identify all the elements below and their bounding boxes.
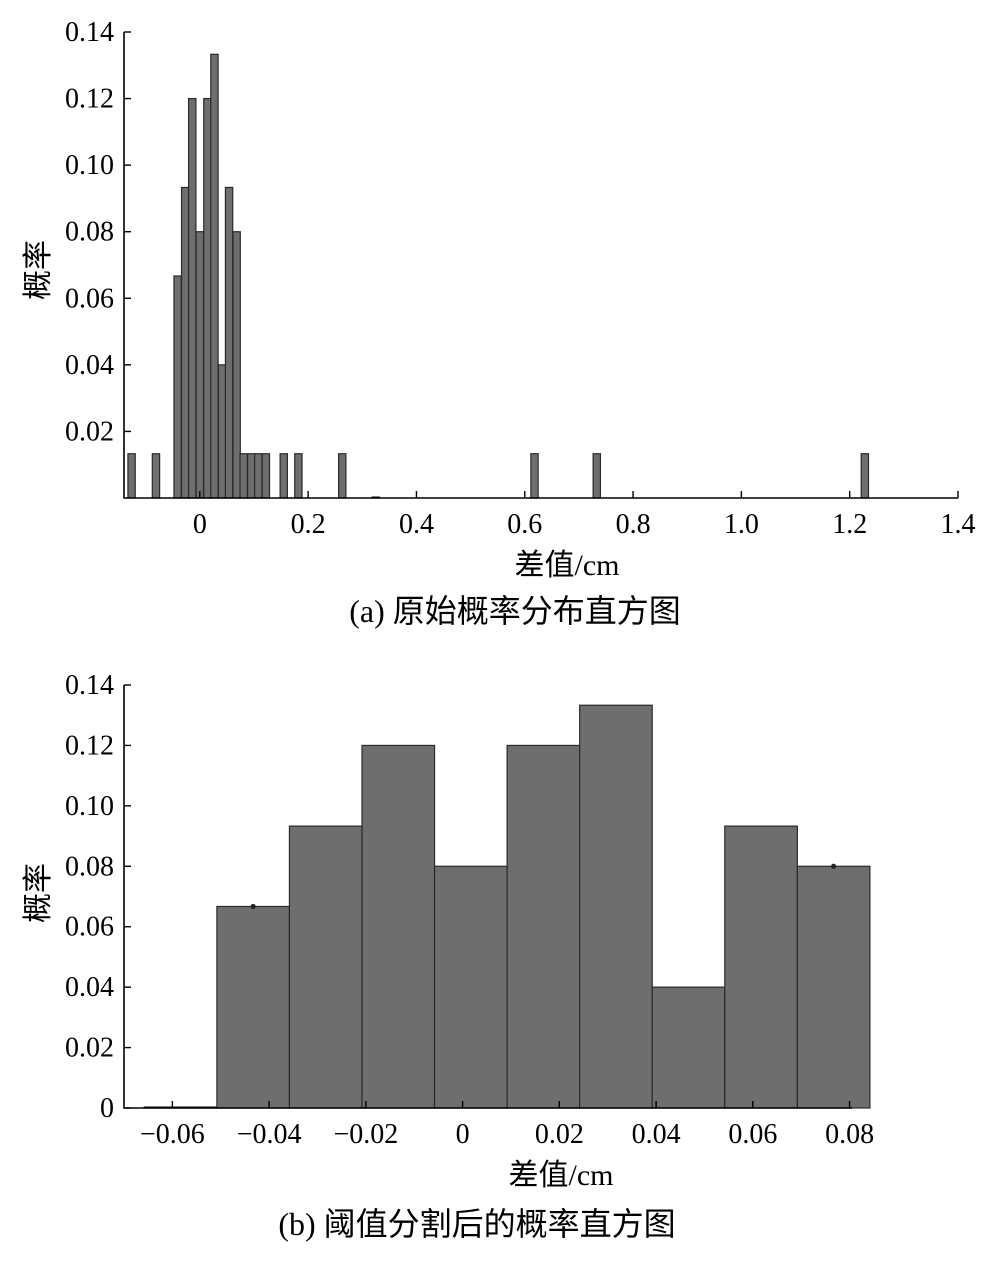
panel-b-bars (143, 704, 871, 1109)
panel-a-y-tick-label: 0.04 (65, 350, 114, 381)
panel-a-bar-15 (279, 453, 289, 499)
panel-b-bar-1 (216, 905, 291, 1109)
panel-b-y-ticks: 0 0.02 0.04 0.06 0.08 0.10 0.12 0.14 (65, 670, 131, 1124)
panel-a-axes (123, 32, 958, 499)
panel-a-bar-21 (860, 453, 870, 499)
panel-a-y-tick-label: 0.14 (65, 17, 114, 48)
panel-b-bar-3 (361, 744, 436, 1109)
panel-b-marker-1 (831, 863, 837, 869)
panel-b-caption: (b) 阈值分割后的概率直方图 (278, 1206, 675, 1242)
panel-a-x-ticks: 0 0.2 0.4 0.6 0.8 1.0 1.2 1.4 (193, 491, 976, 540)
panel-b-bar-4 (433, 865, 508, 1109)
panel-a-x-tick-label: 1.2 (832, 509, 867, 540)
panel-b-y-tick-label: 0 (100, 1093, 114, 1124)
panel-a-bar-11 (239, 453, 248, 499)
panel-b-y-tick-label: 0.04 (65, 972, 114, 1003)
panel-b-y-tick-label: 0.12 (65, 730, 114, 761)
panel-b-y-axis-label: 概率 (22, 863, 55, 923)
panel-b-bar-5 (506, 744, 581, 1109)
panel-b-marker-0 (250, 903, 256, 910)
panel-a-original-histogram: 0.020.040.060.080.100.120.14 0 0.2 0.4 0.6 0… (22, 17, 976, 629)
panel-a-x-tick-label: 0 (193, 509, 207, 540)
panel-b-y-tick-label: 0.08 (65, 851, 114, 882)
panel-b-x-tick-label: −0.06 (140, 1119, 205, 1150)
panel-a-x-axis-label: 差值/cm (515, 549, 620, 582)
panel-b-y-tick-label: 0.02 (65, 1033, 114, 1064)
panel-a-y-tick-label: 0.10 (65, 150, 114, 181)
panel-a-bar-2 (173, 275, 182, 499)
panel-b-markers (250, 863, 837, 910)
panel-a-bar-4 (187, 97, 197, 499)
panel-a-bar-3 (180, 186, 190, 499)
panel-a-y-tick-label: 0.06 (65, 283, 114, 314)
panel-a-x-tick-label: 1.0 (724, 509, 759, 540)
panel-b-bar-7 (651, 986, 726, 1109)
panel-a-y-tick-label: 0.12 (65, 84, 114, 115)
panel-a-bar-5 (195, 231, 205, 499)
panel-b-x-tick-label: −0.02 (333, 1119, 398, 1150)
panel-b-x-tick-label: 0.02 (535, 1119, 584, 1150)
panel-a-bar-14 (261, 453, 271, 499)
panel-b-x-ticks: −0.06 −0.04 −0.02 0 0.02 0.04 0.06 0.08 (140, 1101, 874, 1150)
panel-b-x-tick-label: 0.08 (825, 1119, 874, 1150)
panel-a-x-tick-label: 0.6 (507, 509, 542, 540)
panel-a-bar-1 (151, 453, 161, 499)
panel-a-bar-12 (247, 453, 256, 499)
panel-a-bar-0 (127, 453, 136, 499)
panel-b-x-tick-label: 0.06 (728, 1119, 777, 1150)
panel-a-bar-20 (592, 453, 602, 499)
panel-b-y-tick-label: 0.10 (65, 791, 114, 822)
panel-a-x-tick-label: 0.2 (291, 509, 326, 540)
panel-a-bar-6 (203, 97, 212, 499)
panel-a-bar-17 (337, 453, 347, 499)
panel-a-bar-16 (294, 453, 303, 499)
panel-a-bar-13 (254, 453, 263, 499)
panel-b-bar-2 (288, 825, 363, 1109)
panel-a-bar-8 (217, 364, 227, 499)
panel-b-y-tick-label: 0.14 (65, 670, 114, 701)
panel-a-bar-9 (224, 186, 234, 499)
panel-a-bar-10 (232, 231, 241, 499)
panel-a-bar-19 (530, 453, 539, 499)
panel-b-bar-8 (724, 825, 798, 1109)
panel-b-threshold-histogram: 0 0.02 0.04 0.06 0.08 0.10 0.12 0.14 −0.06 −0.04… (22, 670, 874, 1242)
panel-a-x-tick-label: 1.4 (941, 509, 976, 540)
panel-b-y-tick-label: 0.06 (65, 912, 114, 943)
panel-a-y-tick-label: 0.02 (65, 416, 114, 447)
panel-b-bar-9 (796, 865, 871, 1109)
panel-a-y-ticks: 0.02 0.04 0.06 0.08 0.10 0.12 0.14 (65, 17, 131, 447)
panel-a-caption: (a) 原始概率分布直方图 (349, 593, 681, 629)
panel-b-x-axis-label: 差值/cm (509, 1159, 614, 1192)
panel-a-bars (127, 53, 870, 499)
panel-a-bar-7 (210, 53, 219, 499)
panel-b-x-tick-label: 0 (456, 1119, 470, 1150)
panel-a-x-tick-label: 0.4 (399, 509, 434, 540)
panel-b-x-tick-label: −0.04 (237, 1119, 302, 1150)
panel-a-y-tick-label: 0.08 (65, 217, 114, 248)
panel-a-x-tick-label: 0.8 (616, 509, 651, 540)
panel-b-bar-6 (579, 704, 653, 1109)
panel-b-x-tick-label: 0.04 (632, 1119, 681, 1150)
panel-a-y-axis-label: 概率 (22, 240, 55, 300)
